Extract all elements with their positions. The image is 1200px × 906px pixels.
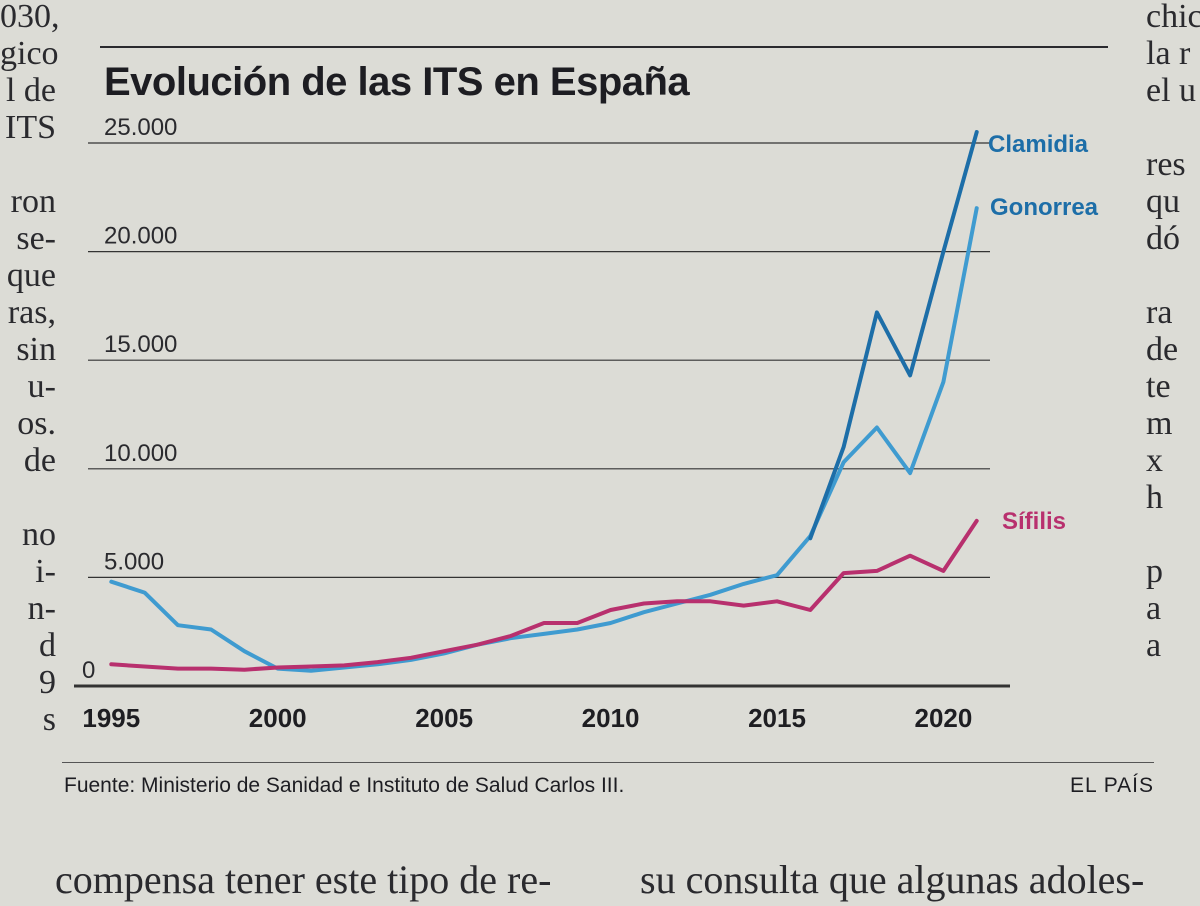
column-line: os. xyxy=(17,405,56,442)
column-line: d xyxy=(39,627,56,664)
y-tick-label: 25.000 xyxy=(104,114,177,141)
sifilis-series-line xyxy=(109,518,979,672)
column-line: qu xyxy=(1146,183,1180,220)
x-tick-label: 2000 xyxy=(249,703,307,733)
its-line-chart: 0 5.000 10.000 15.000 20.000 25.000 1995 2000 2… xyxy=(74,114,1099,733)
gonorrea-series-line xyxy=(109,206,979,673)
x-axis-ticks: 1995 2000 2005 2010 2015 2020 xyxy=(82,703,972,733)
column-line: te xyxy=(1146,368,1171,405)
column-line: sin xyxy=(16,331,56,368)
gonorrea-series-label: Gonorrea xyxy=(990,194,1099,221)
column-line: i- xyxy=(35,553,56,590)
column-line: s xyxy=(42,701,56,738)
x-tick-label: 2010 xyxy=(582,703,640,733)
column-line: a xyxy=(1146,590,1162,627)
chart-title: Evolución de las ITS en España xyxy=(104,60,690,104)
column-line: ra xyxy=(1146,294,1173,331)
x-tick-label: 1995 xyxy=(82,703,140,733)
bottom-right-text: su consulta que algunas adoles- xyxy=(640,857,1145,902)
footer-rule xyxy=(62,762,1154,763)
column-line: h xyxy=(1146,479,1163,516)
source-note: Fuente: Ministerio de Sanidad e Institut… xyxy=(64,774,625,797)
bottom-left-text: compensa tener este tipo de re- xyxy=(55,857,552,902)
x-tick-label: 2020 xyxy=(915,703,973,733)
y-tick-label: 0 xyxy=(82,657,95,684)
column-line: ras, xyxy=(7,294,56,331)
column-line: n- xyxy=(27,590,56,627)
sifilis-series-label: Sífilis xyxy=(1002,508,1066,535)
grid-lines xyxy=(74,142,1010,688)
column-line: res xyxy=(1146,146,1186,183)
y-axis-ticks: 0 5.000 10.000 15.000 20.000 25.000 xyxy=(82,114,177,684)
publisher-logo: EL PAÍS xyxy=(1069,774,1154,797)
left-column-text: 030, gico l de ITS ron se-que ras, sin u-os. de no… xyxy=(0,0,60,740)
column-line: no xyxy=(22,516,56,553)
column-line: que xyxy=(6,257,56,294)
column-line: 030, xyxy=(0,0,60,35)
column-line: de xyxy=(1146,331,1179,368)
series-lines xyxy=(109,130,979,673)
column-line: gico xyxy=(0,35,59,72)
column-line: u- xyxy=(27,368,56,405)
column-line: l de xyxy=(5,72,56,109)
y-tick-label: 10.000 xyxy=(104,440,177,467)
x-tick-label: 2005 xyxy=(415,703,473,733)
clamidia-series-line xyxy=(808,130,979,541)
x-tick-label: 2015 xyxy=(748,703,806,733)
y-tick-label: 20.000 xyxy=(104,223,177,250)
y-tick-label: 15.000 xyxy=(104,331,177,358)
column-line: se- xyxy=(16,220,56,257)
column-line: de xyxy=(23,442,56,479)
column-line: p xyxy=(1146,553,1163,590)
column-line: dó xyxy=(1146,220,1180,257)
column-line: x xyxy=(1146,442,1163,479)
series-labels: Clamidia Gonorrea Sífilis xyxy=(988,131,1099,535)
column-line: ITS xyxy=(5,109,56,146)
column-line: chic xyxy=(1146,0,1200,35)
column-line: 9 xyxy=(39,664,56,701)
column-line: la r xyxy=(1146,35,1191,72)
column-line: m xyxy=(1146,405,1173,442)
column-line: el u xyxy=(1146,72,1197,109)
clamidia-series-label: Clamidia xyxy=(988,131,1089,158)
figure-top-rule xyxy=(100,46,1108,48)
y-tick-label: 5.000 xyxy=(104,548,164,575)
right-column-text: chic la r el u res qu dó ra de te m x h p a a xyxy=(1146,0,1200,666)
column-line: ron xyxy=(10,183,56,220)
column-line: a xyxy=(1146,627,1162,664)
